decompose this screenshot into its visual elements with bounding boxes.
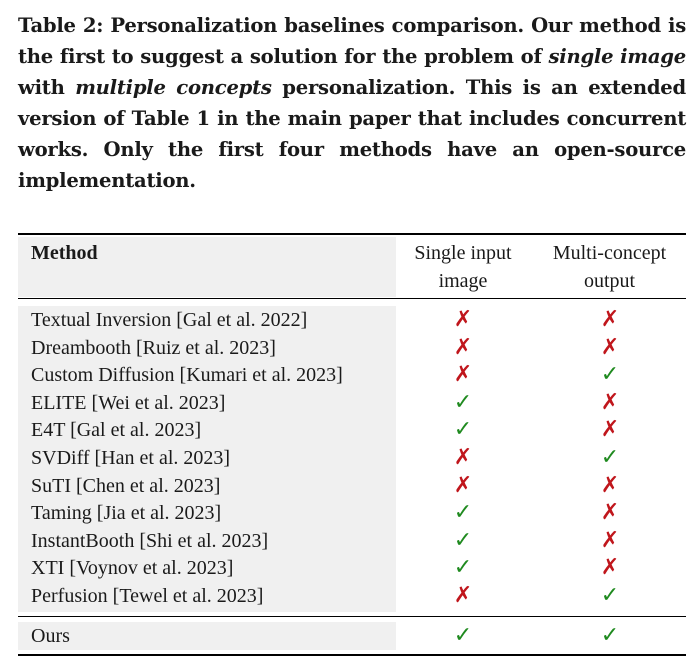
table-row-single-mark: ✗ (453, 472, 473, 498)
ours-method: Ours (31, 625, 70, 647)
header-bottom-rule (18, 298, 686, 299)
table-bottom-rule (18, 654, 686, 656)
table-row-single-mark: ✓ (453, 555, 473, 581)
table-row-single-mark: ✓ (453, 417, 473, 443)
header-single-line2: image (438, 270, 488, 292)
table-row-method: SuTI [Chen et al. 2023] (31, 474, 221, 497)
header-method-shade (18, 237, 396, 297)
ours-multi-mark: ✓ (600, 623, 620, 648)
table-row-multi-mark: ✗ (600, 527, 620, 553)
table-row-method: InstantBooth [Shi et al. 2023] (31, 529, 269, 552)
table-row-multi-mark: ✗ (600, 555, 620, 581)
table-row-multi-mark: ✗ (600, 334, 620, 360)
ours-method-shade (18, 622, 396, 650)
header-multi-line2: output (583, 270, 636, 292)
body-method-shade (18, 306, 396, 612)
table-row-multi-mark: ✓ (600, 583, 620, 608)
table-row-method: SVDiff [Han et al. 2023] (31, 447, 231, 469)
header-single-line1: Single input (414, 242, 512, 264)
table-row-single-mark: ✗ (453, 583, 473, 608)
caption-text-3: personalization. This is an extended ver… (18, 76, 686, 192)
table-row-single-mark: ✓ (453, 389, 473, 415)
table-row-multi-mark: ✗ (600, 307, 620, 332)
caption-emphasis-single-image: single image (548, 45, 687, 68)
table-row-method: XTI [Voynov et al. 2023] (31, 557, 234, 580)
table-row-method: ELITE [Wei et al. 2023] (31, 391, 226, 414)
table-row-method: Taming [Jia et al. 2023] (31, 502, 222, 525)
caption-text-2: with (18, 76, 76, 99)
table-row-single-mark: ✗ (453, 307, 473, 332)
table-row-method: Textual Inversion [Gal et al. 2022] (31, 309, 308, 331)
table-row-multi-mark: ✗ (600, 472, 620, 498)
table-row-single-mark: ✓ (453, 500, 473, 526)
table-row-single-mark: ✗ (453, 445, 473, 470)
table-row-multi-mark: ✗ (600, 417, 620, 443)
table-top-rule (18, 233, 686, 235)
table-row-multi-mark: ✓ (600, 445, 620, 470)
table-row-method: Perfusion [Tewel et al. 2023] (31, 585, 264, 607)
caption-text-1: Table 2: Personalization baselines compa… (18, 14, 686, 68)
table-caption: Table 2: Personalization baselines compa… (18, 10, 686, 196)
table-row-method: E4T [Gal et al. 2023] (31, 419, 202, 442)
ours-top-rule (18, 616, 686, 617)
table-row-method: Dreambooth [Ruiz et al. 2023] (31, 336, 276, 359)
table-row-multi-mark: ✗ (600, 500, 620, 526)
header-method: Method (31, 242, 98, 264)
table-row-single-mark: ✓ (453, 527, 473, 553)
caption-emphasis-multiple-concepts: multiple concepts (75, 76, 272, 99)
table-row-multi-mark: ✓ (600, 362, 620, 388)
table-row-method: Custom Diffusion [Kumari et al. 2023] (31, 364, 343, 387)
header-multi-line1: Multi-concept (552, 242, 667, 264)
table-row-single-mark: ✗ (453, 334, 473, 360)
ours-single-mark: ✓ (453, 623, 473, 648)
table-row-single-mark: ✗ (453, 362, 473, 388)
table-row-multi-mark: ✗ (600, 389, 620, 415)
